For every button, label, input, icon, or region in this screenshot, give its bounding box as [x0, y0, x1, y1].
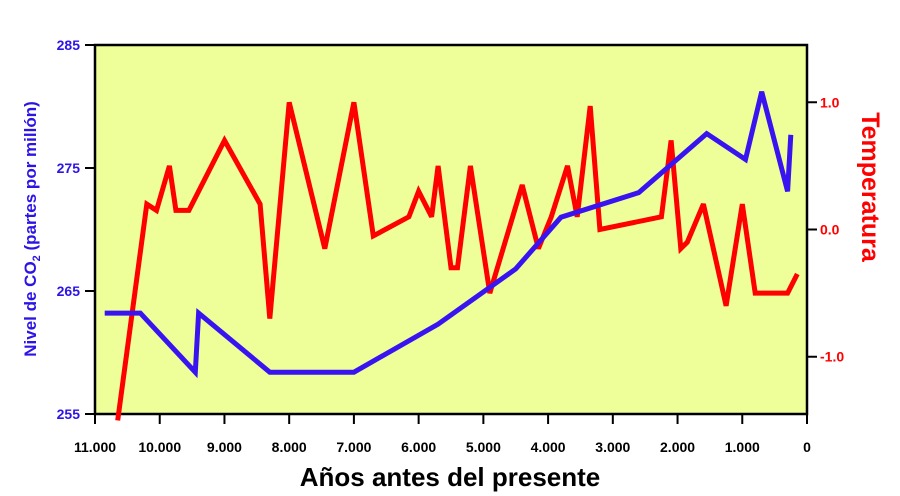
temperature-series-line — [115, 101, 800, 421]
right-tick-label: -1.0 — [820, 349, 844, 365]
left-axis-ticks: 255 265 275 285 — [57, 37, 95, 422]
left-axis-title: Nivel de CO2 (partes por millón) — [21, 101, 43, 357]
x-tick-label: 10.000 — [138, 439, 181, 455]
x-tick-label: 2.000 — [660, 439, 695, 455]
right-tick-label: 0.0 — [820, 222, 840, 238]
plot-area — [93, 43, 809, 416]
left-tick-label: 285 — [57, 37, 81, 53]
left-axis-title-unit: (partes por millón) — [21, 101, 40, 255]
left-axis-title-subscript: 2 — [31, 255, 43, 261]
left-axis-title-main: Nivel de CO — [21, 261, 40, 356]
series-layer — [104, 91, 800, 421]
x-tick-label: 6.000 — [401, 439, 436, 455]
left-tick-label: 265 — [57, 283, 81, 299]
x-tick-label: 8.000 — [272, 439, 307, 455]
x-tick-label: 9.000 — [207, 439, 242, 455]
right-axis-title: Temperatura — [856, 112, 884, 263]
co2-series-line — [104, 91, 794, 379]
left-tick-label: 275 — [57, 160, 81, 176]
x-axis-ticks: 11.000 10.000 9.000 8.000 7.000 6.000 5.000 4.0… — [74, 414, 811, 455]
x-tick-label: 1.000 — [725, 439, 760, 455]
left-tick-label: 255 — [57, 406, 81, 422]
right-axis-ticks: 1.0 0.0 -1.0 — [807, 94, 844, 365]
x-tick-label: 5.000 — [466, 439, 501, 455]
x-tick-label: 3.000 — [595, 439, 630, 455]
x-axis-title: Años antes del presente — [300, 462, 601, 492]
right-tick-label: 1.0 — [820, 94, 840, 110]
x-tick-label: 0 — [803, 439, 811, 455]
x-tick-label: 7.000 — [336, 439, 371, 455]
x-tick-label: 4.000 — [531, 439, 566, 455]
x-tick-label: 11.000 — [74, 439, 116, 455]
